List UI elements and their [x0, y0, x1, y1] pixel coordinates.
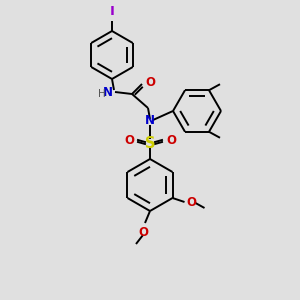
- Text: S: S: [145, 136, 155, 151]
- Text: O: O: [138, 226, 148, 239]
- Text: O: O: [166, 134, 176, 148]
- Text: O: O: [145, 76, 155, 89]
- Text: O: O: [124, 134, 134, 148]
- Text: N: N: [145, 115, 155, 128]
- Text: N: N: [103, 85, 113, 98]
- Text: O: O: [187, 196, 196, 209]
- Text: H: H: [98, 89, 106, 99]
- Text: I: I: [110, 5, 114, 18]
